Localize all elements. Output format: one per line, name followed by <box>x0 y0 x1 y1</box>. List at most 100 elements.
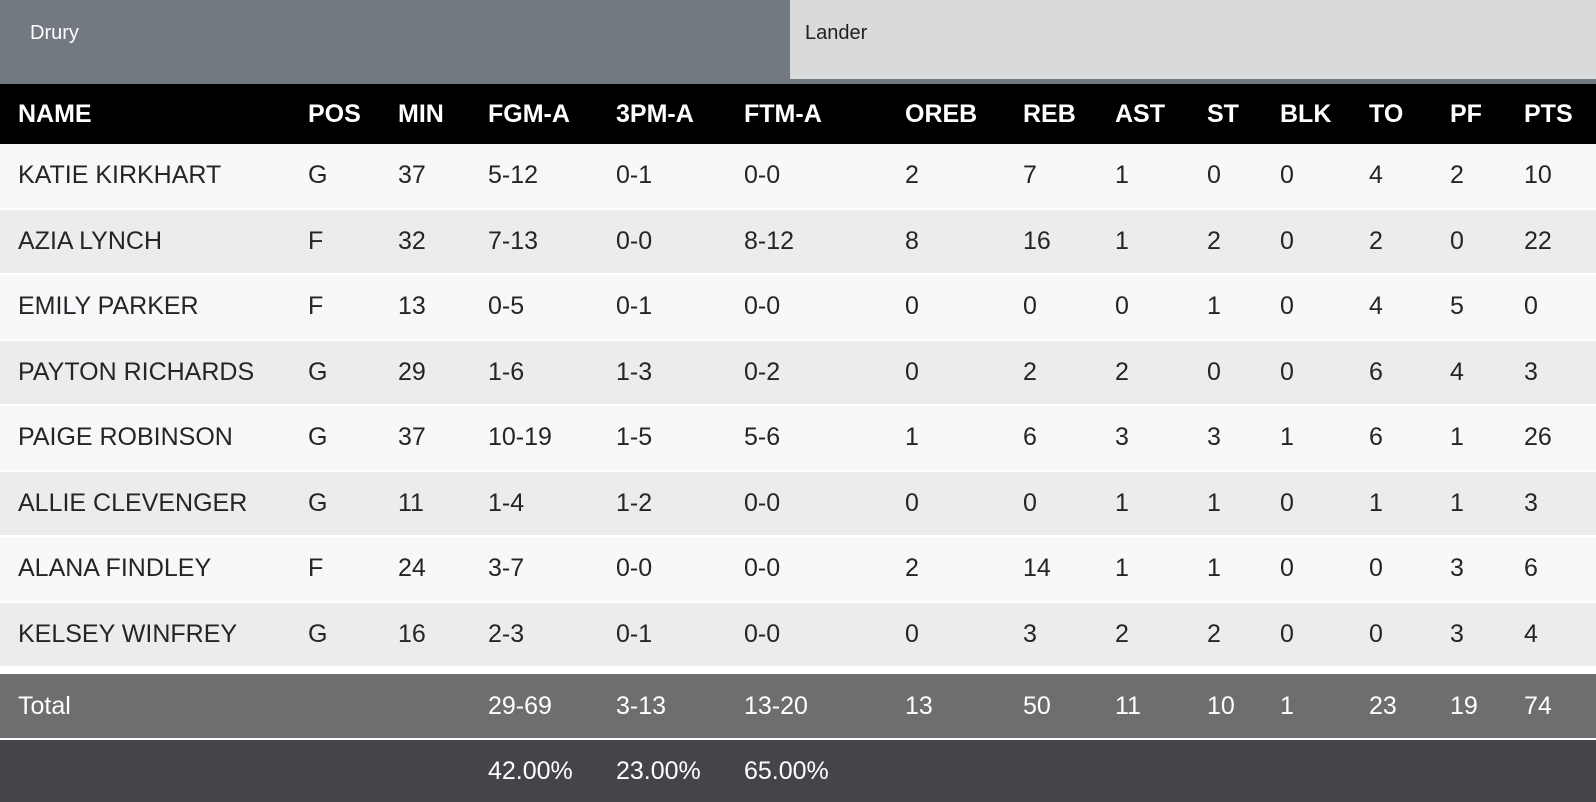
percentage-ftma-cell: 65.00% <box>744 756 829 785</box>
player-ast-cell: 2 <box>1115 357 1129 386</box>
box-score-table: NAME POS MIN FGM-A 3PM-A FTM-A OREB REB AST ST BLK… <box>0 84 1596 802</box>
player-oreb-cell: 0 <box>905 619 919 648</box>
player-ftma-cell: 5-6 <box>744 423 781 452</box>
player-st-cell: 0 <box>1207 357 1221 386</box>
tab-lander-label: Lander <box>805 22 868 44</box>
player-tpma-cell: 0-1 <box>616 161 653 190</box>
tab-drury[interactable]: Drury <box>0 0 790 84</box>
column-header-tpma-cell: 3PM-A <box>616 99 694 128</box>
player-min-cell: 37 <box>398 161 426 190</box>
total-st-cell: 10 <box>1207 691 1235 720</box>
player-min-cell: 29 <box>398 357 426 386</box>
column-header-pos-cell: POS <box>308 99 361 128</box>
percentage-tpma-cell: 23.00% <box>616 756 701 785</box>
player-ftma-cell: 0-2 <box>744 357 781 386</box>
player-blk-cell: 1 <box>1280 423 1294 452</box>
player-ast-cell: 1 <box>1115 226 1129 255</box>
player-tpma-cell: 1-2 <box>616 488 653 517</box>
player-fgma-cell: 0-5 <box>488 292 525 321</box>
player-ftma-cell: 0-0 <box>744 161 781 190</box>
column-header-blk-cell: BLK <box>1280 99 1332 128</box>
player-ftma-cell: 0-0 <box>744 554 781 583</box>
player-tpma-cell: 0-1 <box>616 292 653 321</box>
player-ast-cell: 2 <box>1115 619 1129 648</box>
player-to-cell: 6 <box>1369 423 1383 452</box>
player-pos-cell: G <box>308 488 328 517</box>
player-st-cell: 0 <box>1207 161 1221 190</box>
player-st-cell: 1 <box>1207 292 1221 321</box>
player-blk-cell: 0 <box>1280 292 1294 321</box>
total-to-cell: 23 <box>1369 691 1397 720</box>
column-header-name-cell: NAME <box>18 99 92 128</box>
player-reb-cell: 0 <box>1023 292 1037 321</box>
player-oreb-cell: 2 <box>905 554 919 583</box>
total-row: Total 29-69 3-13 13-20 13 50 11 10 1 23 19 74 <box>0 674 1596 740</box>
player-reb-cell: 2 <box>1023 357 1037 386</box>
column-header-fgma-cell: FGM-A <box>488 99 570 128</box>
player-pts-cell: 22 <box>1524 226 1552 255</box>
player-ast-cell: 1 <box>1115 488 1129 517</box>
player-name-cell: ALANA FINDLEY <box>18 554 212 583</box>
percentages-row: 42.00% 23.00% 65.00% <box>0 740 1596 802</box>
player-name-cell: EMILY PARKER <box>18 292 199 321</box>
column-header-pts-cell: PTS <box>1524 99 1573 128</box>
player-ast-cell: 3 <box>1115 423 1129 452</box>
player-name-cell: KELSEY WINFREY <box>18 619 238 648</box>
player-row: ALANA FINDLEY F 24 3-7 0-0 0-0 2 14 1 1 0 0 3 6 <box>0 537 1596 603</box>
player-pos-cell: F <box>308 554 324 583</box>
player-tpma-cell: 0-1 <box>616 619 653 648</box>
player-pos-cell: F <box>308 292 324 321</box>
player-pos-cell: G <box>308 619 328 648</box>
column-header-to-cell: TO <box>1369 99 1404 128</box>
player-pf-cell: 0 <box>1450 226 1464 255</box>
player-min-cell: 37 <box>398 423 426 452</box>
column-header-pf-cell: PF <box>1450 99 1482 128</box>
player-pts-cell: 3 <box>1524 357 1538 386</box>
player-fgma-cell: 5-12 <box>488 161 539 190</box>
total-blk-cell: 1 <box>1280 691 1294 720</box>
player-tpma-cell: 1-5 <box>616 423 653 452</box>
player-ftma-cell: 0-0 <box>744 619 781 648</box>
player-reb-cell: 7 <box>1023 161 1037 190</box>
player-ftma-cell: 8-12 <box>744 226 795 255</box>
total-fgma-cell: 29-69 <box>488 691 552 720</box>
total-reb-cell: 50 <box>1023 691 1051 720</box>
total-tpma-cell: 3-13 <box>616 691 667 720</box>
total-pts-cell: 74 <box>1524 691 1552 720</box>
player-pf-cell: 3 <box>1450 619 1464 648</box>
total-ftma-cell: 13-20 <box>744 691 808 720</box>
player-pf-cell: 1 <box>1450 488 1464 517</box>
player-pos-cell: G <box>308 357 328 386</box>
player-min-cell: 11 <box>398 488 424 517</box>
table-footer-separator <box>0 668 1596 674</box>
player-to-cell: 6 <box>1369 357 1383 386</box>
player-blk-cell: 0 <box>1280 161 1294 190</box>
player-pf-cell: 1 <box>1450 423 1464 452</box>
player-to-cell: 1 <box>1369 488 1383 517</box>
player-oreb-cell: 8 <box>905 226 919 255</box>
player-row: KATIE KIRKHART G 37 5-12 0-1 0-0 2 7 1 0 0 4 2 10 <box>0 144 1596 210</box>
player-st-cell: 1 <box>1207 554 1221 583</box>
player-st-cell: 2 <box>1207 226 1221 255</box>
player-to-cell: 2 <box>1369 226 1383 255</box>
player-tpma-cell: 0-0 <box>616 226 653 255</box>
player-to-cell: 4 <box>1369 161 1383 190</box>
player-ast-cell: 0 <box>1115 292 1129 321</box>
tab-lander[interactable]: Lander <box>790 0 1596 79</box>
player-row: KELSEY WINFREY G 16 2-3 0-1 0-0 0 3 2 2 0 0 3 4 <box>0 602 1596 668</box>
player-reb-cell: 6 <box>1023 423 1037 452</box>
player-row: EMILY PARKER F 13 0-5 0-1 0-0 0 0 0 1 0 4 5 0 <box>0 275 1596 341</box>
player-blk-cell: 0 <box>1280 619 1294 648</box>
percentage-fgma-cell: 42.00% <box>488 756 573 785</box>
player-row: AZIA LYNCH F 32 7-13 0-0 8-12 8 16 1 2 0 2 0 22 <box>0 209 1596 275</box>
column-header-ftma-cell: FTM-A <box>744 99 822 128</box>
player-oreb-cell: 0 <box>905 292 919 321</box>
player-tpma-cell: 1-3 <box>616 357 653 386</box>
player-to-cell: 0 <box>1369 554 1383 583</box>
player-row: PAIGE ROBINSON G 37 10-19 1-5 5-6 1 6 3 3 1 6 1 26 <box>0 406 1596 472</box>
team-tabbar: Drury Lander <box>0 0 1596 84</box>
player-fgma-cell: 1-4 <box>488 488 525 517</box>
player-name-cell: PAIGE ROBINSON <box>18 423 233 452</box>
player-pf-cell: 3 <box>1450 554 1464 583</box>
